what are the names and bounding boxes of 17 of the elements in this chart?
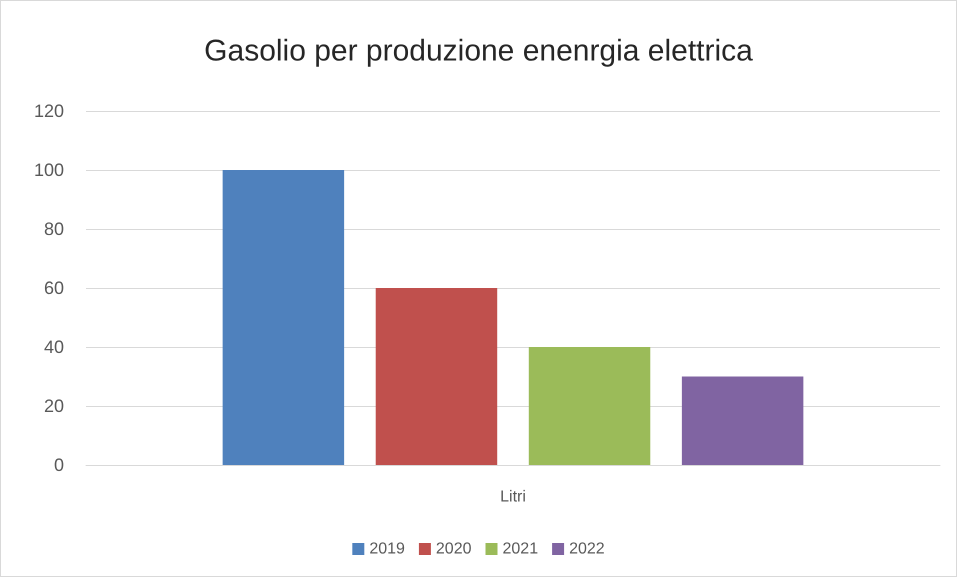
bar: [222, 170, 344, 465]
y-tick-label: 120: [34, 101, 64, 121]
chart-title: Gasolio per produzione enenrgia elettrica: [204, 34, 754, 68]
legend-label: 2021: [502, 540, 538, 558]
bar: [682, 376, 804, 465]
legend-label: 2022: [569, 540, 605, 558]
x-tick-label: Litri: [500, 488, 526, 506]
y-tick-label: 40: [44, 337, 64, 357]
bar: [376, 288, 498, 465]
y-tick-label: 20: [44, 396, 64, 416]
y-tick-label: 60: [44, 278, 64, 298]
y-tick-label: 100: [34, 160, 64, 180]
legend-label: 2020: [436, 540, 472, 558]
bar: [528, 347, 650, 465]
y-tick-label: 0: [54, 455, 64, 475]
y-tick-label: 80: [44, 219, 64, 239]
legend-label: 2019: [369, 540, 406, 558]
